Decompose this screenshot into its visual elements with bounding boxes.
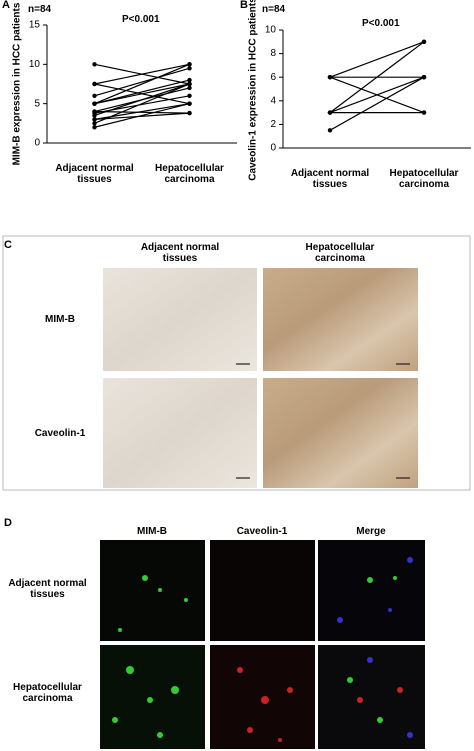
point xyxy=(187,81,192,87)
y-tick-label: 2 xyxy=(270,119,276,130)
row-label: Adjacent normal tissues xyxy=(8,578,87,600)
scale-bars xyxy=(236,363,410,479)
point xyxy=(187,85,192,91)
point xyxy=(327,128,333,133)
point xyxy=(92,117,97,122)
y-tick-label: 10 xyxy=(29,59,41,70)
panel-label: D xyxy=(4,517,12,529)
point xyxy=(187,62,192,67)
panel-label: B xyxy=(240,0,248,11)
column-header: Hepatocellular carcinoma xyxy=(305,242,375,264)
point xyxy=(327,75,333,80)
y-tick-label: 6 xyxy=(270,72,276,83)
panel-label: C xyxy=(4,239,12,251)
point xyxy=(92,81,97,87)
ihc-image xyxy=(103,268,257,371)
column-header: Merge xyxy=(356,526,386,537)
pair-line xyxy=(329,41,425,78)
p-value: P<0.001 xyxy=(362,18,400,29)
sample-size: n=84 xyxy=(262,4,286,15)
point xyxy=(187,77,192,83)
point xyxy=(92,109,97,114)
y-tick-label: 8 xyxy=(270,48,276,59)
ihc-image xyxy=(103,378,257,488)
y-tick-label: 4 xyxy=(270,95,276,106)
pair-line xyxy=(94,83,190,117)
point xyxy=(327,110,333,115)
p-value: P<0.001 xyxy=(122,14,160,25)
y-tick-label: 0 xyxy=(34,138,40,149)
y-tick-label: 5 xyxy=(34,98,40,109)
y-axis-label: Caveolin-1 expression in HCC patients xyxy=(248,0,259,181)
point xyxy=(187,66,192,71)
column-header: MIM-B xyxy=(137,526,167,537)
row-label: MIM-B xyxy=(45,314,75,325)
pair-line xyxy=(94,83,190,124)
point xyxy=(187,110,192,116)
pair-line xyxy=(94,103,190,128)
row-label: Caveolin-1 xyxy=(34,428,86,439)
ihc-image xyxy=(263,268,418,371)
panel-frame xyxy=(2,235,471,491)
point xyxy=(187,101,192,106)
pair-line xyxy=(329,76,425,131)
point xyxy=(92,125,97,130)
pair-line xyxy=(94,67,190,97)
pair-line xyxy=(94,112,190,120)
sample-size: n=84 xyxy=(28,4,52,15)
x-tick-label: Adjacent normal tissues xyxy=(290,168,370,190)
x-tick-label: Adjacent normal tissues xyxy=(55,163,134,185)
point xyxy=(92,113,97,118)
pair-line xyxy=(329,41,425,114)
pair-line xyxy=(94,63,190,105)
point xyxy=(421,75,427,80)
pair-line xyxy=(94,63,190,85)
point xyxy=(92,93,97,99)
column-header: Caveolin-1 xyxy=(236,526,288,537)
point xyxy=(92,101,97,106)
y-tick-label: 0 xyxy=(270,143,276,154)
ihc-image xyxy=(263,378,418,488)
fluorescence-images xyxy=(100,540,425,749)
point xyxy=(421,110,427,115)
row-label: Hepatocellular carcinoma xyxy=(13,682,82,704)
y-axis-label: MIM-B expression in HCC patients xyxy=(12,2,23,165)
point xyxy=(187,93,192,99)
y-tick-label: 10 xyxy=(265,25,277,36)
column-header: Adjacent normal tissues xyxy=(140,242,220,264)
panel-label: A xyxy=(2,0,10,11)
pair-line xyxy=(329,76,425,114)
point xyxy=(92,62,97,67)
pair-line xyxy=(94,83,190,105)
x-tick-label: Hepatocellular carcinoma xyxy=(389,168,459,190)
x-tick-label: Hepatocellular carcinoma xyxy=(155,163,224,185)
y-tick-label: 15 xyxy=(29,20,41,31)
point xyxy=(92,121,97,126)
pair-line xyxy=(94,110,190,114)
pair-line xyxy=(94,79,190,105)
point xyxy=(421,39,427,44)
